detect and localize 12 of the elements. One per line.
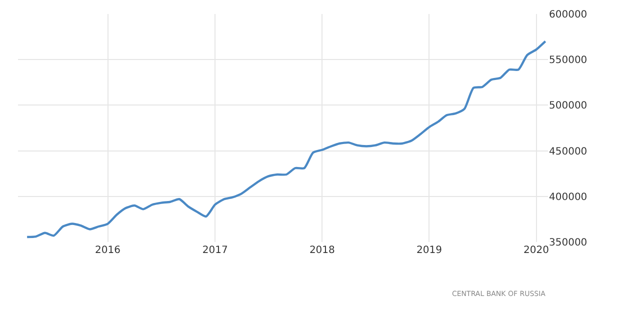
y-tick-label: 350000 (549, 238, 588, 248)
line-series (26, 40, 546, 238)
x-tick-label: 2019 (416, 245, 442, 256)
y-tick-label: 550000 (549, 55, 588, 66)
x-tick-label: 2018 (309, 245, 335, 256)
y-tick-label: 400000 (549, 192, 588, 203)
y-tick-label: 500000 (549, 100, 588, 112)
y-tick-label: 450000 (549, 146, 588, 158)
x-tick-label: 2017 (202, 245, 228, 256)
y-tick-label: 600000 (549, 10, 588, 20)
x-tick-label: 2020 (524, 245, 549, 256)
x-tick-label: 2016 (95, 245, 120, 256)
